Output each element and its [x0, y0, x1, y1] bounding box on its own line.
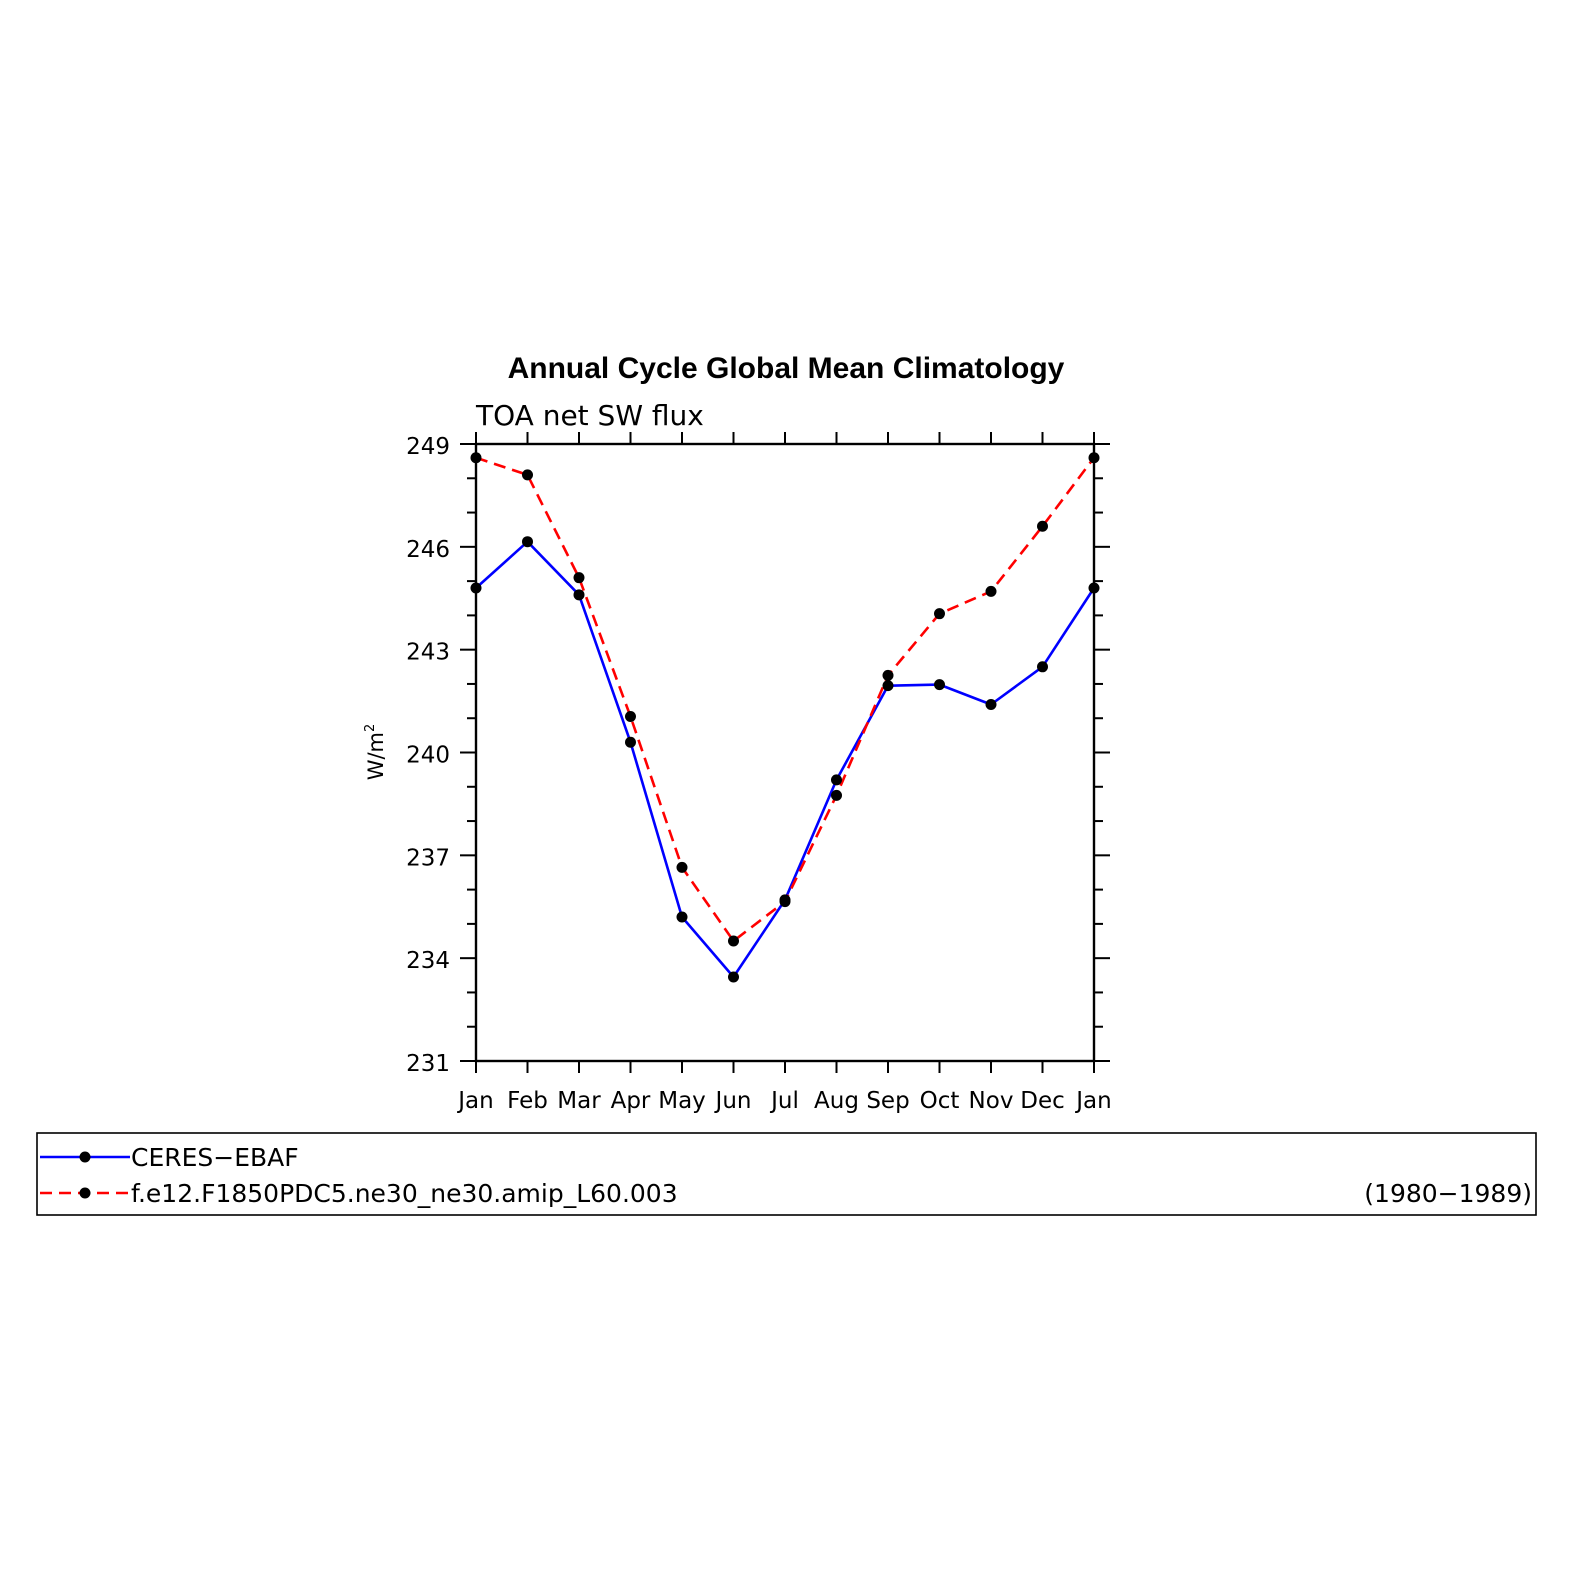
- legend-marker-ceres: [79, 1151, 91, 1163]
- legend-label-model: f.e12.F1850PDC5.ne30_ne30.amip_L60.003: [131, 1179, 678, 1208]
- y-axis-label-text: W/m: [364, 732, 388, 780]
- x-tick-label: May: [658, 1088, 706, 1114]
- series-1-point: [1037, 520, 1048, 532]
- series-line-1: [475, 456, 1096, 943]
- x-tick-label: Oct: [920, 1088, 960, 1114]
- x-tick-label: Feb: [507, 1088, 548, 1114]
- axes: Jan Feb Mar Apr May Jun Jul Aug Sep Oct Nov Dec Jan2…: [406, 432, 1112, 1114]
- legend-label-ceres: CERES−EBAF: [131, 1143, 299, 1172]
- series-1-point: [728, 935, 739, 947]
- series-0-point: [573, 589, 585, 601]
- series-0-point: [1088, 582, 1100, 594]
- y-tick-label: 243: [406, 640, 450, 666]
- series-1-point: [934, 608, 945, 620]
- y-tick-label: 234: [406, 948, 450, 974]
- y-tick-label: 240: [406, 743, 450, 769]
- x-tick-label: Nov: [969, 1088, 1014, 1114]
- legend-box: [36, 1132, 1537, 1216]
- series-0-point: [1037, 661, 1048, 673]
- chart-subtitle: TOA net SW flux: [475, 399, 704, 432]
- series-0-point: [985, 699, 997, 711]
- y-tick-label: 246: [406, 537, 450, 563]
- series-1-point: [573, 572, 585, 584]
- x-tick-label: Jul: [769, 1088, 799, 1114]
- x-tick-label: Jun: [714, 1088, 752, 1114]
- series-0-point: [522, 536, 533, 548]
- plot-frame: [474, 442, 1096, 1063]
- legend-period: (1980−1989): [1364, 1179, 1532, 1208]
- x-tick-label: Apr: [611, 1088, 651, 1114]
- series-1-point: [1088, 452, 1100, 464]
- y-tick-label: 237: [406, 845, 450, 871]
- series-0-point: [728, 971, 739, 983]
- legend-marker-model: [79, 1187, 91, 1199]
- legend: CERES−EBAF f.e12.F1850PDC5.ne30_ne30.ami…: [36, 1132, 1537, 1216]
- y-tick-label: 231: [406, 1051, 450, 1077]
- series-0-point: [625, 736, 636, 748]
- series-0-point: [676, 911, 688, 923]
- series-0-point: [470, 582, 482, 594]
- x-tick-label: Aug: [814, 1088, 859, 1114]
- x-tick-label: Mar: [557, 1088, 601, 1114]
- x-tick-label: Jan: [456, 1088, 493, 1114]
- series-line-0: [475, 540, 1096, 979]
- y-axis-label-superscript: 2: [363, 724, 378, 732]
- series-1-point: [882, 669, 894, 681]
- series-0-point: [882, 680, 894, 692]
- series-0-point: [831, 774, 842, 786]
- x-tick-label: Sep: [866, 1088, 909, 1114]
- x-tick-label: Dec: [1020, 1088, 1065, 1114]
- series-1-point: [779, 896, 791, 908]
- series-layer: [470, 452, 1100, 983]
- y-tick-label: 249: [406, 434, 450, 460]
- series-1-point: [625, 711, 636, 723]
- series-1-point: [522, 469, 533, 481]
- x-tick-label: Jan: [1074, 1088, 1111, 1114]
- series-1-point: [470, 452, 482, 464]
- y-axis-label: W/m2: [363, 724, 388, 781]
- chart-title: Annual Cycle Global Mean Climatology: [508, 352, 1065, 385]
- series-1-point: [831, 789, 842, 801]
- series-1-point: [985, 585, 997, 597]
- series-1-point: [676, 861, 688, 873]
- series-0-point: [934, 679, 945, 691]
